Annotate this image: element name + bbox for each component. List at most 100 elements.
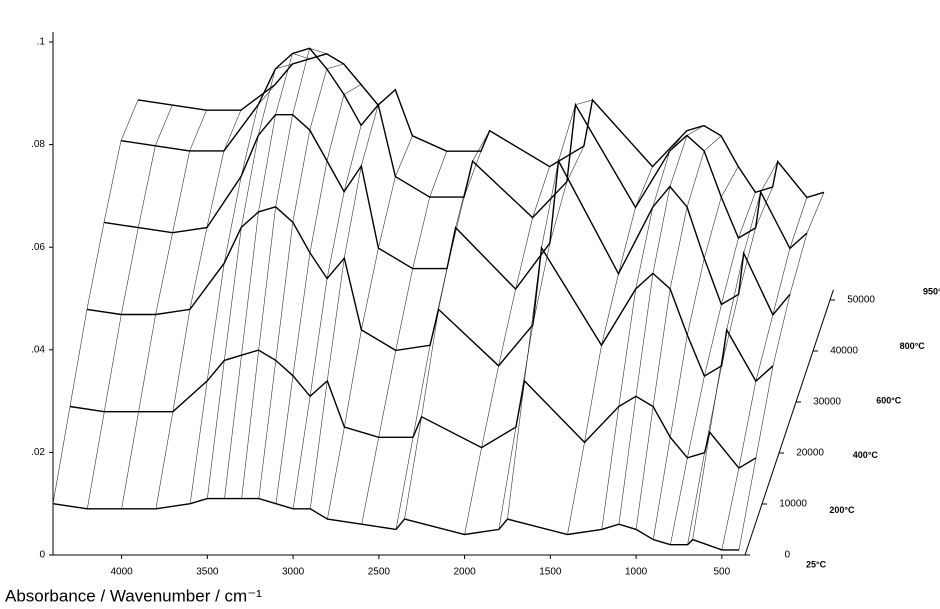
mesh-line [241, 211, 259, 356]
x-tick-label: 3500 [196, 567, 219, 578]
mesh-line [395, 268, 413, 351]
spectrum-line [137, 53, 825, 199]
mesh-line [584, 345, 602, 443]
series-label: 400°C [853, 450, 879, 460]
mesh-line [361, 437, 379, 525]
mesh-line [412, 197, 430, 269]
mesh-line [721, 294, 739, 366]
mesh-line [138, 145, 156, 228]
y-tick-label: .1 [37, 37, 46, 48]
mesh-line [686, 258, 705, 336]
mesh-line [507, 380, 525, 520]
mesh-line [704, 365, 722, 453]
z-tick-label: 10000 [779, 499, 807, 510]
mesh-line [257, 84, 276, 105]
mesh-line [275, 375, 294, 504]
mesh-line [789, 197, 808, 249]
mesh-line [692, 432, 710, 540]
spectrum-line [69, 349, 757, 470]
x-tick-label: 500 [714, 567, 731, 578]
mesh-line [601, 273, 619, 346]
mesh-line [720, 166, 739, 198]
series-label: 200°C [829, 505, 855, 515]
mesh-line [670, 457, 688, 545]
mesh-line [635, 166, 653, 208]
mesh-line [326, 191, 345, 279]
x-axis-label: Absorbance / Wavenumber / cm⁻¹ [5, 586, 262, 605]
mesh-line [806, 192, 825, 234]
mesh-line [343, 165, 362, 259]
mesh-line [309, 380, 328, 509]
mesh-line [343, 84, 362, 95]
mesh-line [104, 314, 122, 412]
mesh-line [532, 166, 550, 218]
mesh-line [189, 227, 208, 310]
mesh-line [206, 263, 225, 381]
mesh-line [224, 355, 242, 499]
mesh-line [566, 145, 585, 182]
y-tick-label: .02 [31, 447, 45, 458]
mesh-line [86, 222, 105, 310]
mesh-line [309, 48, 327, 55]
mesh-line [652, 150, 671, 208]
mesh-line [292, 130, 311, 223]
mesh-line [652, 186, 671, 274]
mesh-line [687, 375, 705, 458]
mesh-line [498, 427, 517, 530]
z-tick-label: 50000 [847, 295, 875, 306]
mesh-line [121, 411, 139, 509]
mesh-line [206, 150, 225, 228]
mesh-line [241, 135, 259, 228]
mesh-line [481, 365, 499, 448]
mesh-line [258, 68, 276, 136]
mesh-line [258, 114, 276, 212]
mesh-line [87, 411, 105, 509]
mesh-line [275, 114, 293, 207]
x-tick-label: 1500 [539, 567, 562, 578]
x-tick-label: 2000 [453, 567, 476, 578]
mesh-line [738, 457, 757, 550]
z-tick-label: 0 [784, 550, 790, 561]
mesh-line [155, 411, 174, 509]
series-label: 25°C [806, 559, 827, 569]
z-tick-label: 30000 [813, 397, 841, 408]
mesh-line [635, 206, 654, 289]
mesh-line [240, 104, 259, 177]
spectrum-line [52, 497, 739, 551]
spectrum-line [86, 206, 774, 383]
mesh-line [395, 135, 413, 177]
series-label: 800°C [900, 341, 926, 351]
mesh-line [241, 350, 259, 499]
mesh-line [344, 329, 362, 428]
mesh-line [726, 253, 744, 330]
mesh-line [361, 248, 379, 330]
mesh-line [292, 252, 311, 376]
z-tick-label: 40000 [830, 346, 858, 357]
mesh-line [309, 68, 328, 131]
mesh-line [567, 442, 585, 535]
y-tick-label: 0 [39, 550, 45, 561]
mesh-line [704, 304, 722, 377]
mesh-line [395, 437, 414, 530]
mesh-line [404, 416, 422, 520]
spectrum-line [103, 114, 791, 317]
mesh-line [618, 288, 637, 407]
series-label: 600°C [876, 396, 902, 406]
mesh-line [103, 140, 122, 223]
mesh-line [618, 207, 636, 274]
mesh-line [172, 309, 191, 412]
x-tick-label: 4000 [110, 567, 133, 578]
mesh-line [687, 452, 705, 545]
mesh-line [575, 99, 593, 106]
mesh-line [52, 406, 71, 504]
mesh-line [789, 232, 808, 295]
y-tick-label: .06 [31, 242, 45, 253]
mesh-line [292, 396, 311, 509]
mesh-line [223, 110, 242, 152]
mesh-line [618, 396, 637, 525]
mesh-line [652, 288, 671, 407]
mesh-line [69, 309, 88, 407]
mesh-line [275, 222, 294, 361]
mesh-line [743, 191, 761, 254]
mesh-line [463, 151, 482, 198]
